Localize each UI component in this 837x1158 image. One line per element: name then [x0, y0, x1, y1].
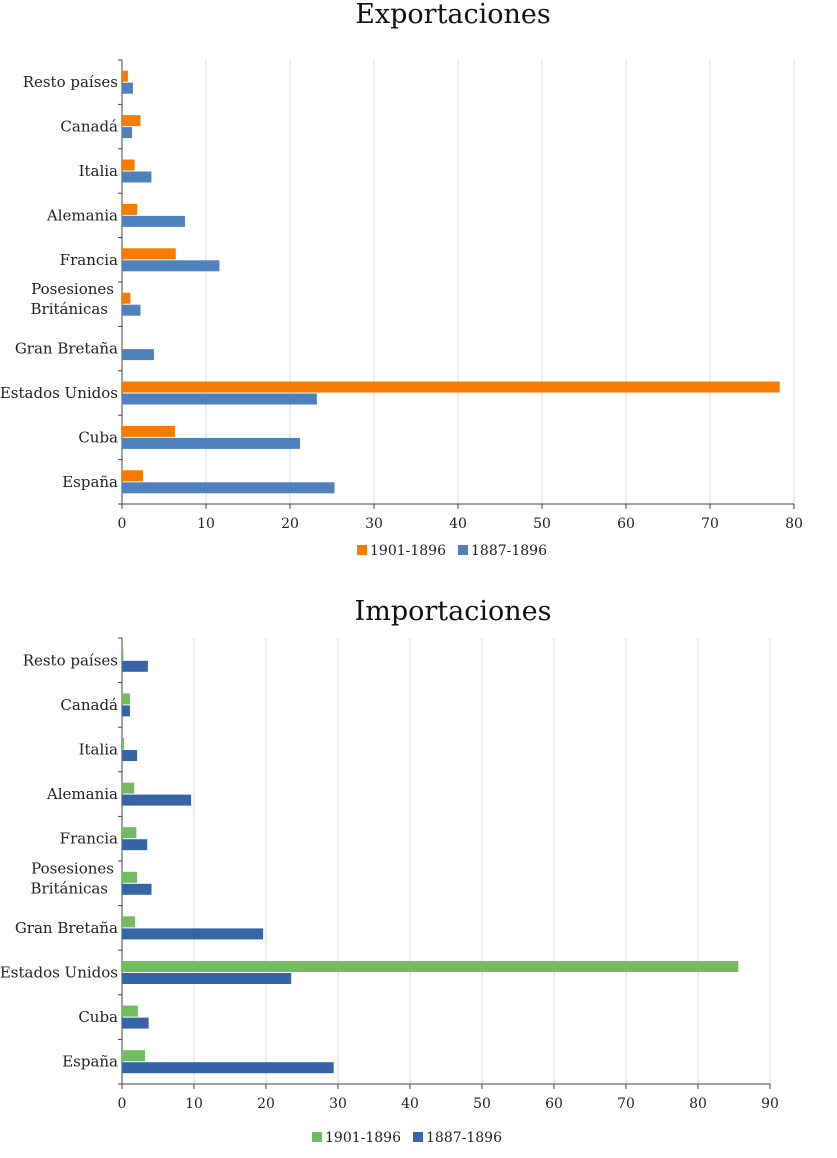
bar-1901-1896	[122, 115, 141, 127]
category-label: España	[62, 473, 118, 491]
x-tick-label: 80	[689, 1096, 707, 1112]
legend-swatch	[458, 545, 468, 555]
category-label-line: Británicas	[31, 879, 108, 897]
bar-1901-1896	[122, 916, 135, 928]
category-label: Gran Bretaña	[15, 340, 118, 358]
x-tick-label: 30	[365, 516, 383, 532]
category-label: Italia	[79, 741, 118, 759]
legend-swatch	[413, 1132, 423, 1142]
legend-label: 1887-1896	[471, 543, 547, 559]
bar-1887-1896	[122, 839, 148, 851]
x-tick-label: 30	[329, 1096, 347, 1112]
bar-1901-1896	[122, 203, 138, 215]
bar-1901-1896	[122, 381, 780, 393]
bar-1901-1896	[122, 693, 130, 705]
category-label: Italia	[79, 162, 118, 180]
x-tick-label: 0	[118, 1096, 127, 1112]
x-tick-label: 40	[449, 516, 467, 532]
bar-1901-1896	[122, 961, 739, 972]
bar-1901-1896	[122, 738, 125, 749]
exportaciones-svg: Exportaciones 0 10 20 30 40 50 60 70 80 España Cub…	[0, 0, 803, 559]
x-tick-label: 60	[545, 1096, 563, 1112]
x-tick-label: 0	[118, 516, 127, 532]
x-tick-label: 10	[197, 516, 215, 532]
category-label-line: Posesiones	[31, 280, 114, 298]
category-label: Resto países	[23, 73, 118, 91]
bar-1887-1896	[122, 127, 133, 139]
bar-1887-1896	[122, 482, 335, 494]
legend-swatch	[357, 545, 367, 555]
bar-1901-1896	[122, 1005, 138, 1017]
bar-1901-1896	[122, 248, 176, 260]
legend-label: 1901-1896	[325, 1130, 401, 1146]
bar-1887-1896	[122, 1062, 334, 1074]
category-label: Posesiones Británicas	[31, 280, 114, 318]
importaciones-chart: Importaciones 0 10 20 30 40 50 60 70 80 90 España C…	[0, 580, 837, 1158]
bar-1901-1896	[122, 1050, 146, 1062]
category-label-line: Posesiones	[31, 859, 114, 877]
bar-1887-1896	[122, 437, 301, 449]
bar-1887-1896	[122, 349, 154, 361]
x-tick-label: 10	[185, 1096, 203, 1112]
bar-1887-1896	[122, 705, 130, 717]
x-tick-label: 20	[281, 516, 299, 532]
category-label: Francia	[60, 830, 118, 848]
bar-1887-1896	[122, 794, 192, 806]
bar-1887-1896	[122, 883, 152, 895]
bar-1887-1896	[122, 750, 138, 761]
chart-title: Importaciones	[355, 596, 552, 627]
category-label: Francia	[60, 251, 118, 269]
category-label: España	[62, 1053, 118, 1071]
bar-1901-1896	[122, 827, 137, 839]
category-label: Cuba	[78, 1008, 118, 1026]
bar-1887-1896	[122, 393, 317, 405]
bar-1887-1896	[122, 973, 292, 984]
category-label: Posesiones Británicas	[31, 859, 114, 897]
bar-1901-1896	[122, 159, 135, 171]
x-tick-label: 50	[533, 516, 551, 532]
bar-1887-1896	[122, 171, 152, 183]
category-label: Estados Unidos	[0, 964, 118, 982]
category-label: Resto países	[23, 651, 118, 669]
category-label-line: Británicas	[31, 300, 108, 318]
x-tick-label: 80	[785, 516, 803, 532]
x-tick-label: 60	[617, 516, 635, 532]
category-label: Cuba	[78, 428, 118, 446]
x-tick-label: 70	[701, 516, 719, 532]
category-label: Gran Bretaña	[15, 919, 118, 937]
category-label: Alemania	[46, 785, 118, 803]
bar-1887-1896	[122, 1017, 149, 1029]
bar-1887-1896	[122, 215, 185, 227]
bar-1901-1896	[122, 70, 128, 82]
importaciones-svg: Importaciones 0 10 20 30 40 50 60 70 80 90 España C…	[0, 596, 779, 1146]
bar-1901-1896	[122, 648, 124, 660]
category-label: Canadá	[60, 118, 118, 136]
bar-1887-1896	[122, 260, 220, 272]
bar-1887-1896	[122, 82, 133, 94]
bar-1887-1896	[122, 660, 148, 672]
bar-1887-1896	[122, 304, 141, 316]
bar-1901-1896	[122, 292, 131, 304]
bar-1901-1896	[122, 782, 135, 794]
x-tick-label: 90	[761, 1096, 779, 1112]
chart-title: Exportaciones	[355, 0, 551, 30]
legend-label: 1901-1896	[370, 543, 446, 559]
bar-1901-1896	[122, 871, 138, 883]
legend-label: 1887-1896	[426, 1130, 502, 1146]
x-tick-label: 70	[617, 1096, 635, 1112]
x-tick-label: 20	[257, 1096, 275, 1112]
bar-1887-1896	[122, 928, 264, 940]
bar-1901-1896	[122, 470, 143, 482]
category-label: Canadá	[60, 696, 118, 714]
legend-swatch	[312, 1132, 322, 1142]
x-tick-label: 40	[401, 1096, 419, 1112]
exportaciones-chart: Exportaciones 0 10 20 30 40 50 60 70 80 España Cub…	[0, 0, 837, 575]
x-tick-label: 50	[473, 1096, 491, 1112]
category-label: Estados Unidos	[0, 384, 118, 402]
category-label: Alemania	[46, 206, 118, 224]
bar-1901-1896	[122, 425, 175, 437]
